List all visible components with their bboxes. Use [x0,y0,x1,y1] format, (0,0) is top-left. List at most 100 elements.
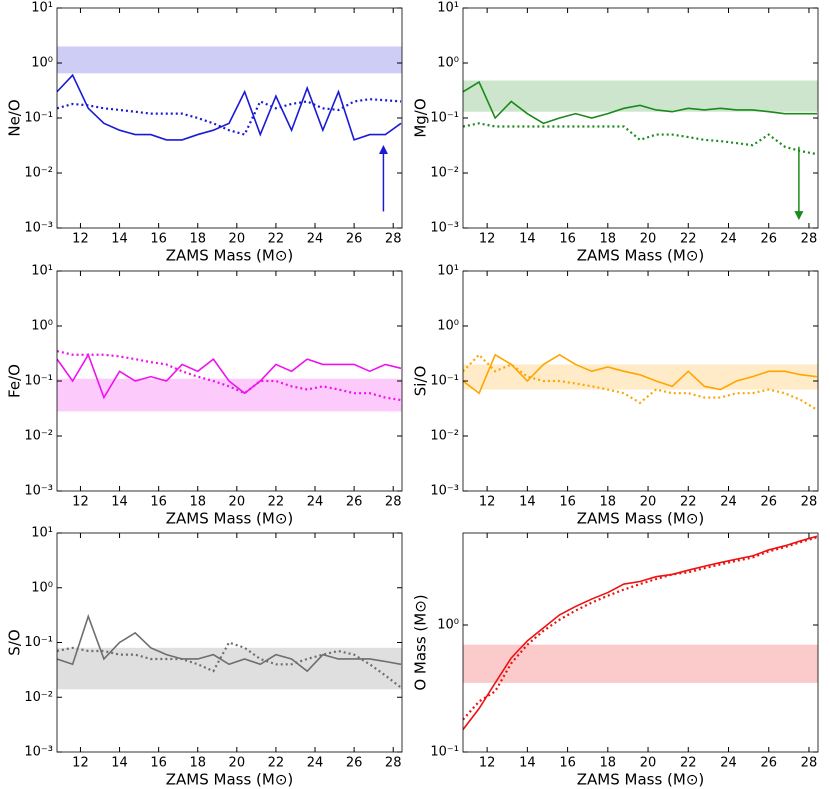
y-tick-label: 10⁰ [31,580,53,595]
x-tick-label: 24 [307,232,324,247]
x-tick-label: 16 [150,756,167,771]
x-tick-label: 20 [640,232,657,247]
x-tick-label: 18 [600,232,617,247]
y-tick-label: 10⁻³ [24,745,53,760]
x-tick-label: 12 [479,232,496,247]
y-tick-label: 10⁻¹ [430,111,459,126]
panel: 12 14 16 18 20 22 24 26 28 10⁻³ 10⁻² 10⁻¹ 10⁰ 10¹ ZAMS… [6,264,403,528]
x-tick-label: 12 [72,495,89,510]
x-tick-label: 16 [559,232,576,247]
y-tick-label: 10⁻² [430,429,459,444]
y-tick-label: 10¹ [437,1,459,16]
y-axis-label: Si/O [412,366,430,397]
x-tick-label: 22 [680,232,697,247]
x-tick-label: 24 [720,232,737,247]
observed-band [463,80,818,112]
x-tick-label: 20 [229,232,246,247]
series-line [463,536,818,721]
x-tick-label: 16 [559,756,576,771]
x-tick-label: 14 [519,232,536,247]
x-tick-label: 24 [307,756,324,771]
y-tick-label: 10⁻³ [24,221,53,236]
x-tick-label: 20 [640,756,657,771]
x-tick-label: 14 [519,756,536,771]
series-group [463,353,818,411]
y-tick-label: 10⁰ [437,617,459,632]
y-tick-label: 10⁻¹ [24,635,53,650]
y-tick-label: 10⁻² [430,166,459,181]
x-tick-label: 22 [268,232,285,247]
series-line [463,122,818,156]
x-tick-label: 28 [385,756,402,771]
x-tick-label: 28 [801,756,818,771]
panel: 12 14 16 18 20 22 24 26 28 10⁻³ 10⁻² 10⁻¹ 10⁰ 10¹ ZAMS… [6,526,403,789]
series-group [57,613,402,689]
x-axis-label: ZAMS Mass (M⊙) [166,771,294,789]
series-group [463,80,818,156]
observed-band [57,378,402,412]
panel: 12 14 16 18 20 22 24 26 28 10⁻¹ 10⁰ ZAMS Mass (M⊙) O… [412,532,819,789]
x-tick-label: 12 [72,232,89,247]
x-tick-label: 22 [268,495,285,510]
y-tick-label: 10⁻² [24,166,53,181]
y-tick-label: 10⁻¹ [430,374,459,389]
y-axis-label: Fe/O [6,364,24,398]
series-group [57,73,402,141]
y-tick-label: 10⁻¹ [24,374,53,389]
panel: 12 14 16 18 20 22 24 26 28 10⁻³ 10⁻² 10⁻¹ 10⁰ 10¹ ZAMS… [6,1,403,265]
series-line [57,613,402,673]
x-tick-label: 14 [519,495,536,510]
series-line [463,353,818,395]
series-line [463,353,818,411]
x-tick-label: 24 [720,756,737,771]
x-tick-label: 28 [385,495,402,510]
series-line [57,98,402,136]
x-axis-label: ZAMS Mass (M⊙) [166,510,294,528]
series-line [463,80,817,125]
x-axis-label: ZAMS Mass (M⊙) [577,510,705,528]
panel: 12 14 16 18 20 22 24 26 28 10⁻³ 10⁻² 10⁻¹ 10⁰ 10¹ ZAMS… [412,1,819,265]
x-tick-label: 22 [680,756,697,771]
series-line [463,535,818,731]
x-tick-label: 24 [720,495,737,510]
x-tick-label: 20 [229,495,246,510]
x-tick-label: 26 [760,495,777,510]
y-axis-label: Ne/O [6,99,24,136]
y-tick-label: 10¹ [31,1,53,16]
x-tick-label: 26 [760,232,777,247]
x-tick-label: 26 [346,232,363,247]
y-tick-label: 10⁻² [24,690,53,705]
y-tick-label: 10¹ [31,526,53,541]
x-tick-label: 22 [268,756,285,771]
x-tick-label: 12 [479,495,496,510]
x-tick-label: 14 [111,495,128,510]
x-tick-label: 20 [229,756,246,771]
x-tick-label: 12 [479,756,496,771]
x-axis-label: ZAMS Mass (M⊙) [577,771,705,789]
y-tick-label: 10⁻³ [24,484,53,499]
y-tick-label: 10⁰ [31,319,53,334]
observed-band [57,46,402,74]
y-tick-label: 10⁰ [437,56,459,71]
x-tick-label: 16 [150,495,167,510]
y-tick-label: 10¹ [437,264,459,279]
series-group [57,350,402,402]
axes-frame [56,532,403,753]
x-tick-label: 28 [385,232,402,247]
observed-band [463,364,818,390]
observed-band [57,647,402,690]
x-tick-label: 14 [111,232,128,247]
series-line [57,352,402,400]
x-tick-label: 26 [760,756,777,771]
observed-band [463,644,818,683]
x-tick-label: 12 [72,756,89,771]
series-group [463,535,818,731]
x-tick-label: 16 [559,495,576,510]
x-tick-label: 16 [150,232,167,247]
axes-frame [462,532,819,753]
x-tick-label: 26 [346,495,363,510]
y-axis-label: S/O [6,629,24,655]
x-tick-label: 18 [189,495,206,510]
y-tick-label: 10¹ [31,264,53,279]
